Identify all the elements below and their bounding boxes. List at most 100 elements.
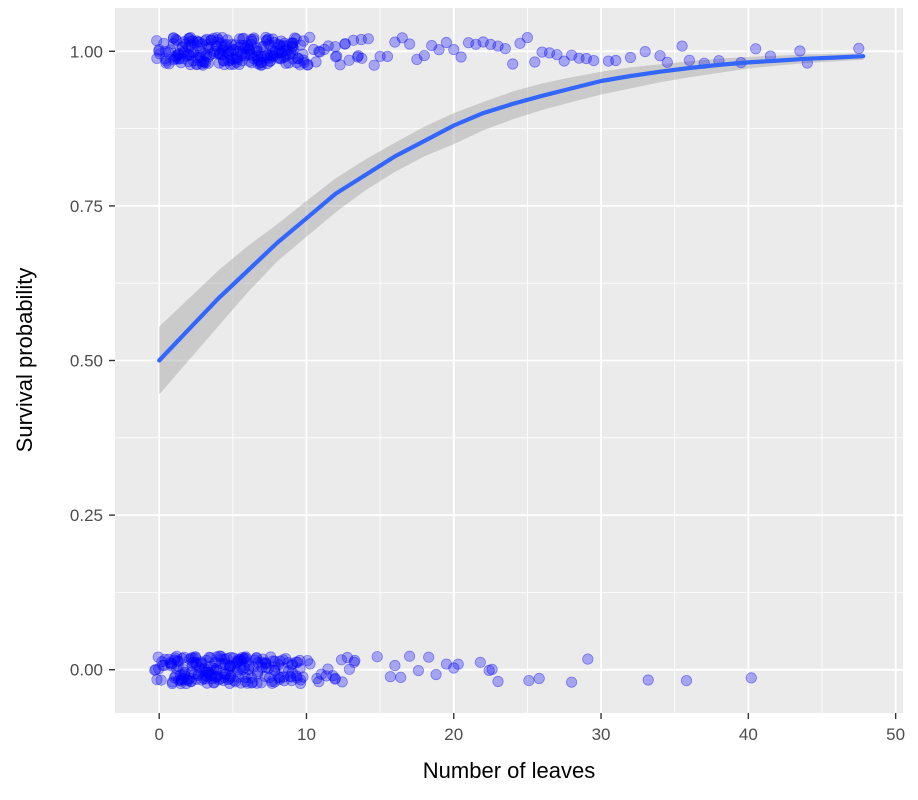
data-point <box>200 673 212 685</box>
data-point <box>219 659 231 671</box>
data-point <box>275 53 287 65</box>
data-point <box>242 663 255 676</box>
data-point <box>297 48 309 60</box>
data-point <box>214 47 226 59</box>
data-point <box>440 658 452 670</box>
data-point <box>284 670 296 682</box>
data-point <box>185 675 197 687</box>
data-point <box>262 662 274 675</box>
data-point <box>258 50 270 63</box>
data-point <box>430 668 442 681</box>
data-point <box>211 670 223 683</box>
data-point <box>242 668 254 680</box>
data-point <box>246 57 258 69</box>
data-point <box>176 652 188 665</box>
data-point <box>260 31 272 44</box>
data-point <box>252 666 264 678</box>
data-point <box>163 58 175 70</box>
data-point <box>192 668 204 680</box>
data-point <box>290 670 302 682</box>
data-point <box>222 45 234 57</box>
data-point <box>384 671 396 683</box>
data-point <box>642 674 654 686</box>
data-point <box>232 655 244 667</box>
data-point <box>201 670 213 683</box>
data-point <box>282 657 294 669</box>
data-point <box>247 661 260 673</box>
data-point <box>170 51 182 64</box>
data-point <box>239 671 251 684</box>
data-point <box>349 654 361 667</box>
data-point <box>205 34 217 46</box>
data-point <box>252 58 264 70</box>
data-point <box>236 48 248 60</box>
data-point <box>202 57 214 69</box>
data-point <box>209 656 221 669</box>
data-point <box>237 663 249 676</box>
data-point <box>218 671 230 684</box>
data-point <box>297 54 310 66</box>
data-point <box>285 674 298 687</box>
data-point <box>484 38 497 51</box>
data-point <box>219 668 231 681</box>
data-point <box>158 37 170 50</box>
data-point <box>853 42 865 55</box>
data-point <box>183 41 195 54</box>
data-point <box>230 53 242 65</box>
data-point <box>199 48 211 60</box>
fit-line <box>157 54 866 363</box>
data-point <box>269 661 281 673</box>
data-point <box>159 53 171 65</box>
data-point <box>236 55 248 67</box>
data-point <box>210 671 223 683</box>
data-point <box>238 653 250 665</box>
data-point <box>273 671 285 683</box>
data-point <box>275 40 287 53</box>
data-point <box>351 51 364 63</box>
data-point <box>418 49 430 62</box>
data-point <box>304 31 316 44</box>
data-point <box>240 651 252 663</box>
data-point <box>259 657 272 669</box>
data-point <box>294 59 306 71</box>
data-point <box>229 676 241 688</box>
data-point <box>203 666 215 679</box>
data-point <box>266 44 279 57</box>
data-point <box>172 660 184 673</box>
data-point <box>352 50 364 62</box>
data-point <box>244 48 256 61</box>
data-point <box>190 58 203 71</box>
data-point <box>348 656 360 668</box>
data-point <box>320 670 332 682</box>
data-point <box>151 673 163 686</box>
data-point <box>261 52 273 65</box>
data-point <box>187 656 199 669</box>
data-point <box>286 658 299 670</box>
data-point <box>256 661 268 674</box>
data-point <box>243 44 255 57</box>
x-tick-label: 0 <box>154 725 163 744</box>
data-point <box>176 41 188 53</box>
data-point <box>239 50 251 62</box>
data-point <box>192 52 204 64</box>
data-point <box>221 38 233 51</box>
data-point <box>263 671 276 684</box>
data-point <box>224 58 236 71</box>
data-point <box>203 41 215 54</box>
data-point <box>259 658 271 670</box>
y-tick-label: 0.25 <box>70 506 103 525</box>
data-point <box>178 651 190 663</box>
data-point <box>683 54 696 66</box>
data-point <box>246 49 258 62</box>
data-point <box>196 657 208 669</box>
data-point <box>190 652 202 664</box>
data-point <box>168 54 180 66</box>
data-point <box>185 39 197 51</box>
data-point <box>193 36 205 48</box>
data-point <box>565 676 578 688</box>
data-point <box>247 52 259 65</box>
data-point <box>329 41 341 53</box>
data-point <box>492 675 504 688</box>
data-point <box>214 650 226 662</box>
data-point <box>205 660 217 673</box>
